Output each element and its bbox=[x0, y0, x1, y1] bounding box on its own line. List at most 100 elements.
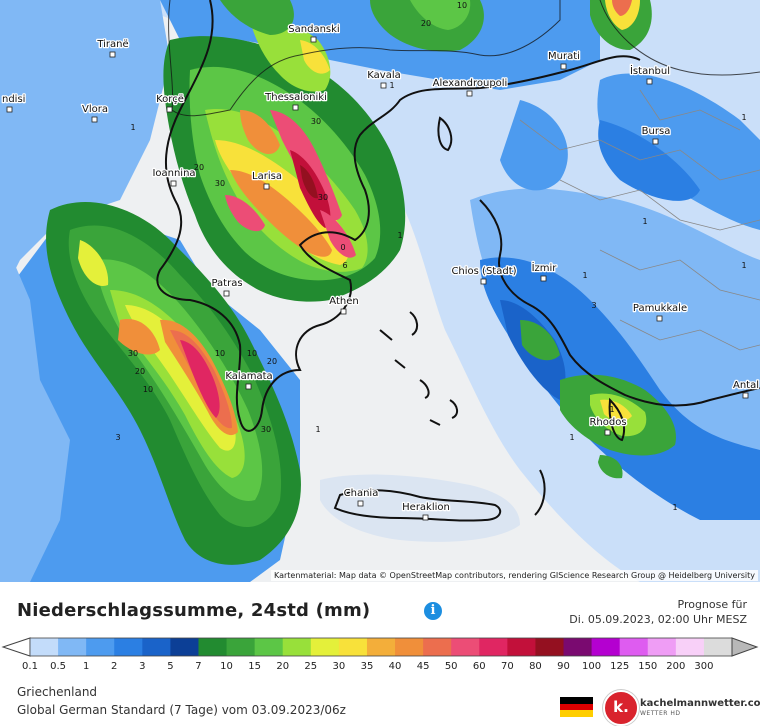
city-label[interactable]: Rhodos bbox=[588, 416, 628, 430]
city-marker bbox=[310, 36, 317, 43]
contour-labels: 20 10 1 30 1 20 30 30 0 6 10 30 20 10 10 20 30 3 1 1 1 1 3 1 1 1 1… bbox=[115, 1, 746, 512]
legend-tick-label: 0.5 bbox=[50, 661, 67, 672]
legend-swatch bbox=[535, 638, 565, 656]
city-label[interactable]: Korçë bbox=[155, 93, 185, 107]
contour-label: 30 bbox=[215, 179, 225, 188]
legend-swatch bbox=[395, 638, 424, 656]
legend-swatch bbox=[619, 638, 649, 656]
contour-label: 3 bbox=[591, 301, 596, 310]
legend-swatch bbox=[479, 638, 508, 656]
city-label[interactable]: Athen bbox=[328, 295, 360, 309]
city-marker bbox=[656, 315, 663, 322]
contour-label: 20 bbox=[135, 367, 145, 376]
contour-label: 1 bbox=[609, 405, 614, 414]
legend-tick-label: 200 bbox=[666, 661, 686, 672]
contour-label: 1 bbox=[741, 113, 746, 122]
legend-swatch bbox=[647, 638, 677, 656]
legend-swatch bbox=[30, 638, 59, 656]
legend-tick-label: 35 bbox=[360, 661, 374, 672]
contour-label: 10 bbox=[457, 1, 467, 10]
city-label[interactable]: Kavala bbox=[366, 69, 402, 83]
city-marker bbox=[245, 383, 252, 390]
city-label[interactable]: Larisa bbox=[251, 170, 284, 184]
city-label[interactable]: Heraklion bbox=[401, 501, 451, 515]
city-label[interactable]: Vlora bbox=[81, 103, 110, 117]
city-label[interactable]: Pamukkale bbox=[632, 302, 689, 316]
contour-label: 10 bbox=[143, 385, 153, 394]
city-marker bbox=[166, 106, 173, 113]
brand-name[interactable]: kachelmannwetter.com bbox=[640, 698, 760, 709]
contour-label: 10 bbox=[247, 349, 257, 358]
info-icon[interactable]: i bbox=[424, 602, 442, 620]
contour-label: 3 bbox=[115, 433, 120, 442]
city-marker bbox=[292, 104, 299, 111]
legend-outline bbox=[29, 637, 733, 657]
city-marker bbox=[540, 275, 547, 282]
city-label[interactable]: Patras bbox=[210, 277, 244, 291]
contour-label: 1 bbox=[389, 81, 394, 90]
city-marker bbox=[91, 116, 98, 123]
legend-swatch bbox=[254, 638, 284, 656]
contour-label: 1 bbox=[130, 123, 135, 132]
legend-swatch bbox=[507, 638, 536, 656]
legend-tick-label: 30 bbox=[332, 661, 346, 672]
legend-swatch bbox=[86, 638, 115, 656]
legend-tick-label: 10 bbox=[220, 661, 233, 672]
city-label[interactable]: İstanbul bbox=[629, 63, 672, 79]
contour-label: 30 bbox=[318, 193, 328, 202]
contour-label: 1 bbox=[397, 231, 402, 240]
legend-swatch bbox=[366, 638, 396, 656]
legend-swatch bbox=[282, 638, 312, 656]
city-label[interactable]: Kalamata bbox=[224, 370, 274, 384]
legend-swatch bbox=[423, 638, 452, 656]
contour-label: 1 bbox=[315, 425, 320, 434]
legend-swatch bbox=[675, 638, 705, 656]
model-label: Global German Standard (7 Tage) vom 03.0… bbox=[17, 703, 346, 717]
city-label[interactable]: Thessaloniki bbox=[263, 91, 328, 105]
contour-label: 30 bbox=[261, 425, 271, 434]
legend-tick-label: 125 bbox=[610, 661, 630, 672]
city-label[interactable]: Chania bbox=[342, 487, 379, 501]
city-marker bbox=[466, 90, 473, 97]
contour-label: 30 bbox=[128, 349, 138, 358]
legend-tick-label: 15 bbox=[248, 661, 261, 672]
city-markers: Sandanski Tiranë Murati İstanbul Kavala Alexa… bbox=[1, 23, 760, 521]
region-label: Griechenland bbox=[17, 685, 98, 699]
legend-tick-label: 150 bbox=[638, 661, 658, 672]
legend-swatch bbox=[198, 638, 228, 656]
city-label[interactable]: İzmir bbox=[530, 260, 558, 276]
contour-label: 1 bbox=[582, 271, 587, 280]
legend-tick-label: 7 bbox=[195, 661, 202, 672]
city-marker bbox=[6, 106, 13, 113]
contour-label: 20 bbox=[194, 163, 204, 172]
city-label[interactable]: Antal bbox=[732, 379, 760, 393]
legend-tick-label: 80 bbox=[529, 661, 542, 672]
legend-tick-label: 60 bbox=[472, 661, 486, 672]
city-marker bbox=[646, 78, 653, 85]
map-attribution[interactable]: Kartenmaterial: Map data © OpenStreetMap… bbox=[270, 570, 758, 581]
legend-tick-label: 5 bbox=[167, 661, 174, 672]
city-label[interactable]: Sandanski bbox=[287, 23, 341, 37]
city-marker bbox=[604, 429, 611, 436]
chart-title: Niederschlagssumme, 24std (mm) bbox=[17, 600, 371, 621]
city-marker bbox=[170, 180, 177, 187]
city-label[interactable]: ndisi bbox=[1, 93, 27, 107]
legend-tick-label: 40 bbox=[388, 661, 402, 672]
city-label[interactable]: Murati bbox=[547, 50, 582, 64]
contour-label: 0 bbox=[340, 243, 345, 252]
city-label[interactable]: Chios (Stadt) bbox=[450, 265, 518, 279]
contour-label: 1 bbox=[741, 261, 746, 270]
legend-left-arrow-icon bbox=[1, 637, 31, 657]
precipitation-map[interactable]: Sandanski Tiranë Murati İstanbul Kavala Alexa… bbox=[0, 0, 760, 582]
legend-tick-label: 25 bbox=[304, 661, 318, 672]
legend-tick-label: 300 bbox=[694, 661, 714, 672]
legend-tick-label: 1 bbox=[82, 661, 90, 672]
legend-bar bbox=[1, 637, 759, 657]
legend-tick-label: 0.1 bbox=[22, 661, 38, 672]
city-label[interactable]: Bursa bbox=[640, 125, 671, 139]
city-label[interactable]: Alexandroupoli bbox=[431, 77, 508, 91]
city-label[interactable]: Ioannina bbox=[151, 167, 197, 181]
legend-tick-label: 2 bbox=[111, 661, 118, 672]
city-marker bbox=[652, 138, 659, 145]
city-label[interactable]: Tiranë bbox=[95, 38, 130, 52]
